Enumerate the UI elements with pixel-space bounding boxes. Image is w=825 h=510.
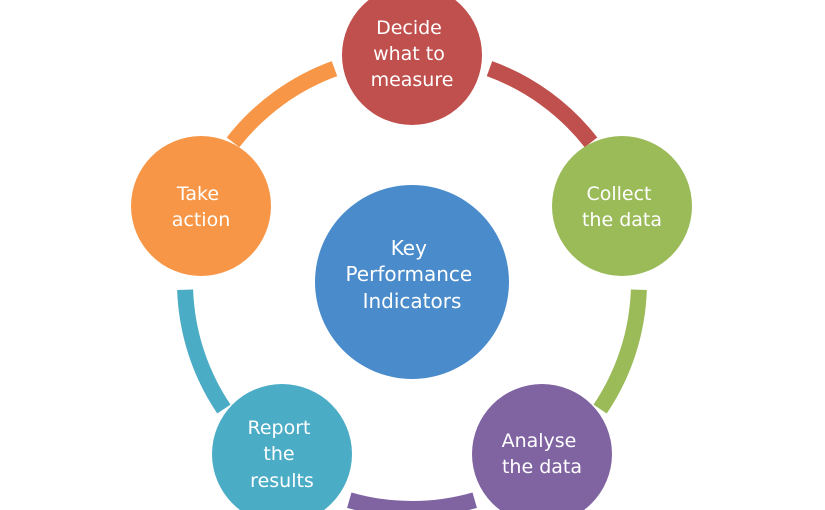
step-label-line: the data [582,209,662,231]
center-label-line-1: Key [391,236,427,260]
step-label-line: Decide [376,17,442,39]
center-node: Key Performance Indicators [315,185,509,379]
step-label-line: Analyse [502,430,577,452]
svg-text:Collect the data: Collect the data [582,183,662,231]
step-label-line: Take [176,183,219,205]
svg-text:Key Performance In: Key Performance Indicators [345,236,478,313]
svg-text:Take action: Take action [172,183,230,231]
step-label-line: what to [373,43,445,65]
connector-arc [177,289,231,414]
step-circle [131,136,271,276]
connector-arc [226,61,338,148]
connector-arc [486,61,598,148]
step-circle [212,384,352,510]
connector-arc [347,492,477,510]
step-label-line: the data [502,456,582,478]
step-label-line: Report [247,417,310,439]
step-circle [472,384,612,510]
step-label-line: action [172,209,230,231]
step-report-the-results: Report the results [212,384,352,510]
center-circle [315,185,509,379]
step-label-line: Collect [586,183,651,205]
center-label-line-3: Indicators [363,289,462,313]
cycle-connectors [177,61,647,510]
svg-text:Analyse the data: Analyse the data [502,430,583,478]
step-label-line: measure [371,69,454,91]
step-decide-what-to-measure: Decide what to measure [342,0,482,125]
step-circle [342,0,482,125]
step-label-line: results [250,470,314,492]
center-label-line-2: Performance [345,262,472,286]
svg-text:Decide what to mea: Decide what to measure [371,17,454,91]
connector-arc [593,289,647,414]
svg-text:Report the results: Report the results [247,417,316,492]
step-take-action: Take action [131,136,271,276]
step-circle [552,136,692,276]
step-label-line: the [263,443,294,465]
step-collect-the-data: Collect the data [552,136,692,276]
step-analyse-the-data: Analyse the data [472,384,612,510]
